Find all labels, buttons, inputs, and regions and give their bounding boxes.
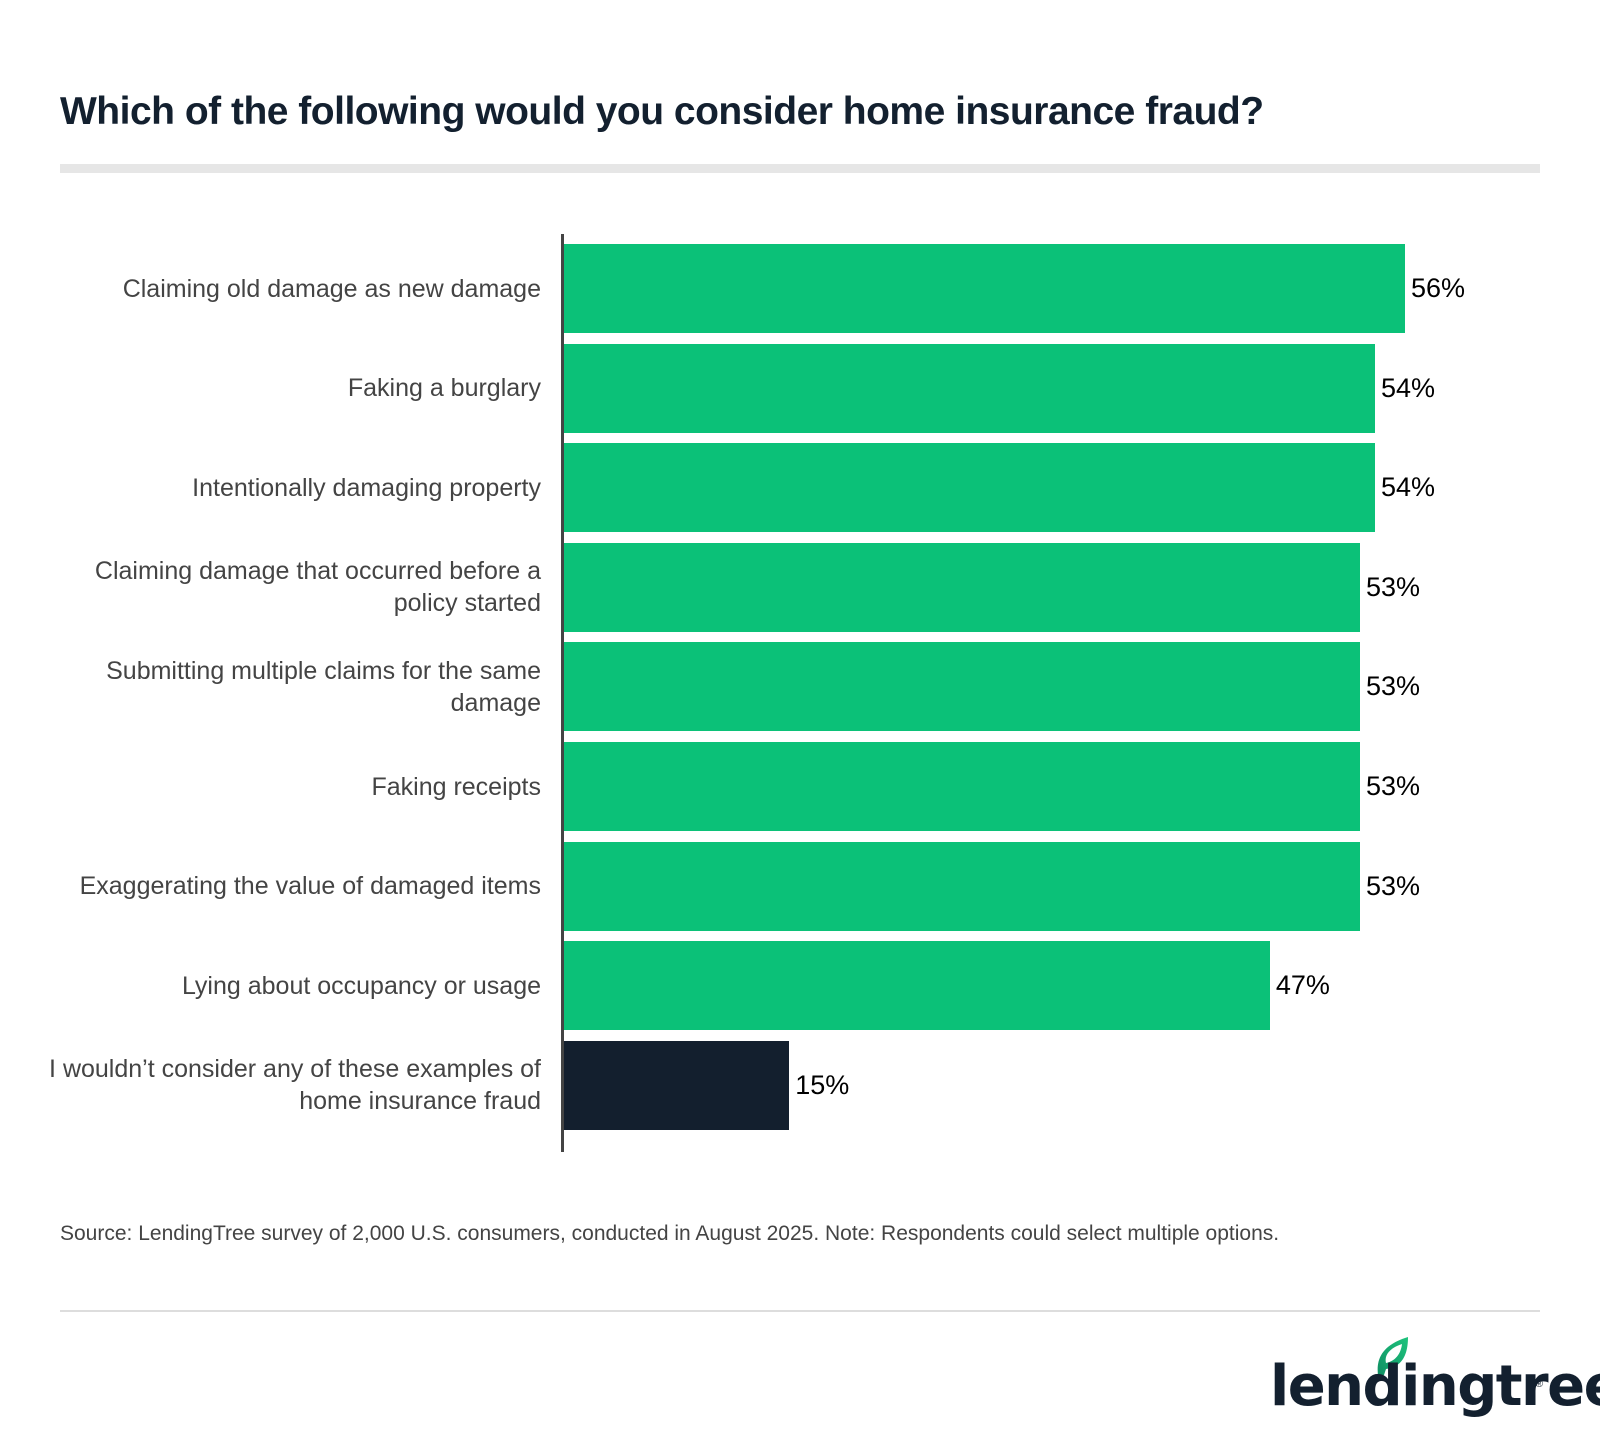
bar bbox=[564, 443, 1375, 533]
lendingtree-logo: lendingtree ® bbox=[1270, 1335, 1600, 1425]
bar-row: Submitting multiple claims for the same … bbox=[0, 642, 1600, 732]
bar bbox=[564, 642, 1360, 732]
category-label: Exaggerating the value of damaged items bbox=[79, 872, 541, 901]
value-label: 53% bbox=[1365, 571, 1420, 602]
bar-row: Intentionally damaging property 54% bbox=[0, 443, 1600, 533]
bar-row: I wouldn’t consider any of these example… bbox=[0, 1040, 1600, 1130]
category-label: Submitting multiple claims for the same … bbox=[106, 656, 541, 717]
title-divider bbox=[60, 164, 1540, 173]
bar bbox=[564, 742, 1360, 831]
bar bbox=[564, 941, 1270, 1031]
bar bbox=[564, 841, 1360, 931]
leaf-icon bbox=[1377, 1337, 1408, 1375]
bar bbox=[564, 542, 1360, 632]
bar bbox=[564, 1040, 790, 1130]
bar-row: Faking receipts 53% bbox=[0, 742, 1600, 831]
bar bbox=[564, 244, 1405, 333]
value-label: 56% bbox=[1411, 273, 1466, 303]
bar-row: Claiming damage that occurred before a p… bbox=[0, 542, 1600, 632]
category-label: Claiming damage that occurred before a p… bbox=[94, 557, 541, 618]
category-label: Claiming old damage as new damage bbox=[122, 274, 541, 303]
value-label: 47% bbox=[1275, 970, 1330, 1001]
bar-row: Faking a burglary 54% bbox=[0, 343, 1600, 433]
footer-divider bbox=[60, 1310, 1540, 1312]
registered-mark: ® bbox=[1535, 1379, 1543, 1390]
category-label: Lying about occupancy or usage bbox=[181, 971, 541, 1000]
category-label: Faking a burglary bbox=[347, 374, 541, 403]
value-label: 54% bbox=[1380, 472, 1435, 503]
chart-title: Which of the following would you conside… bbox=[60, 90, 1264, 133]
logo-wordmark: lendingtree bbox=[1270, 1354, 1600, 1419]
y-axis-line bbox=[561, 234, 564, 1152]
value-label: 53% bbox=[1365, 870, 1420, 901]
value-label: 53% bbox=[1365, 671, 1420, 702]
value-label: 15% bbox=[795, 1069, 850, 1100]
category-label: I wouldn’t consider any of these example… bbox=[49, 1055, 541, 1116]
bar bbox=[564, 343, 1375, 433]
category-label: Faking receipts bbox=[371, 772, 541, 801]
value-label: 54% bbox=[1380, 372, 1435, 403]
source-note: Source: LendingTree survey of 2,000 U.S.… bbox=[60, 1222, 1280, 1245]
value-label: 53% bbox=[1365, 771, 1420, 801]
bar-row: Lying about occupancy or usage 47% bbox=[0, 941, 1600, 1031]
bar-row: Exaggerating the value of damaged items 5… bbox=[0, 841, 1600, 931]
bar-row: Claiming old damage as new damage 56% bbox=[0, 244, 1600, 333]
category-label: Intentionally damaging property bbox=[192, 473, 541, 502]
